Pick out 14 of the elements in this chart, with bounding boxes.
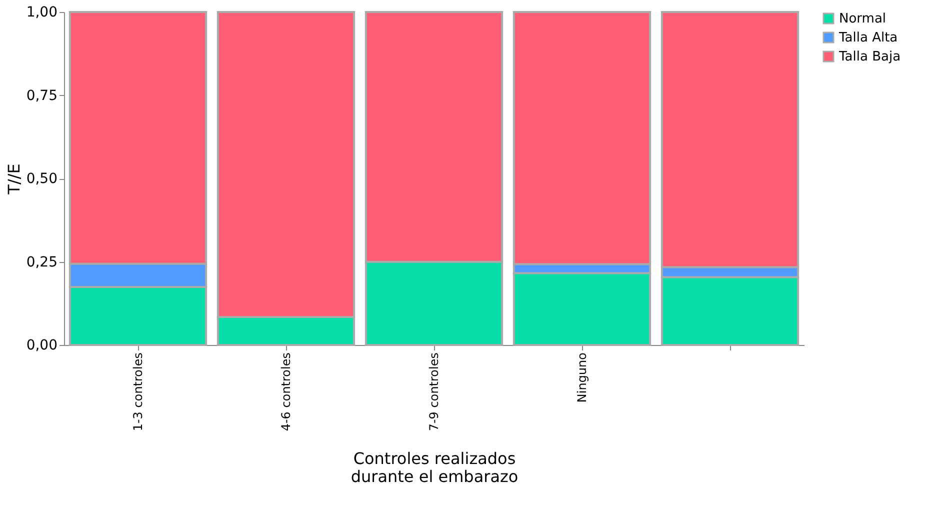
y-tick-label: 0,75 [26, 88, 58, 104]
y-tick-label: 0,00 [26, 338, 58, 354]
y-tick-label: 0,25 [26, 254, 58, 270]
x-tick-label: 1-3 controles [131, 352, 145, 432]
legend-label: Talla Alta [838, 30, 898, 46]
legend-label: Normal [839, 12, 886, 26]
legend-label: Talla Baja [838, 50, 901, 64]
x-tick-label: Ninguno [575, 352, 589, 403]
x-tick-label: 4-6 controles [279, 352, 293, 432]
y-tick-label: 0,50 [26, 171, 58, 187]
x-tick-label: 7-9 controles [427, 352, 441, 432]
y-axis-title: T//E [4, 164, 24, 196]
x-axis-title: Controles realizados durante el embarazo [350, 449, 518, 486]
y-tick-label: 1,00 [26, 4, 58, 20]
